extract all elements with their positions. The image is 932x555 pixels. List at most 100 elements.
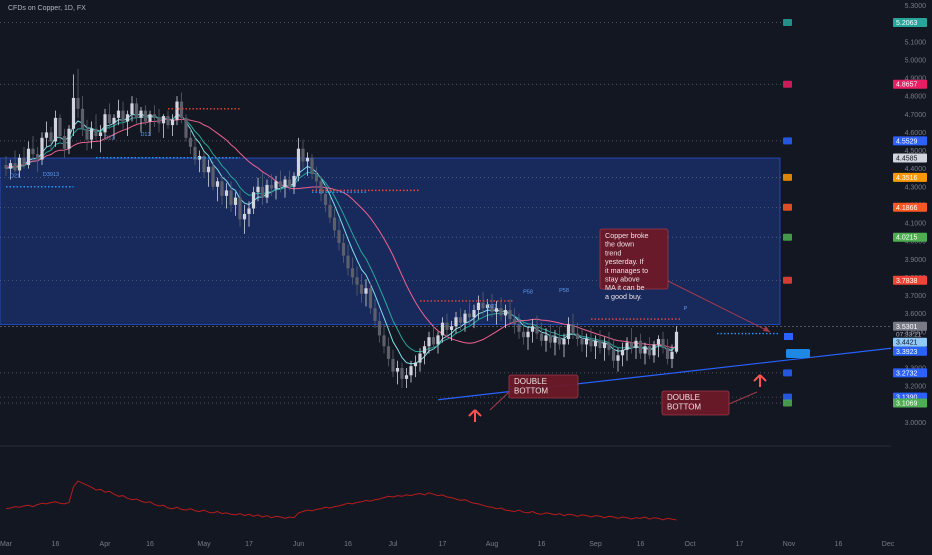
x-tick-label: Apr <box>100 541 112 548</box>
candle-body <box>355 277 359 285</box>
price-level-badge <box>893 275 927 285</box>
annotation-text: Copper broke <box>605 231 649 240</box>
candle-body <box>481 302 485 309</box>
y-tick-label: 4.0000 <box>905 239 927 246</box>
pivot-label: D13 <box>104 136 114 142</box>
price-level-badge <box>893 398 927 408</box>
price-level-badge-label: 4.0215 <box>896 235 918 242</box>
candle-body <box>8 163 13 169</box>
candle-body <box>76 97 80 109</box>
candle-body <box>274 181 278 189</box>
candle-body <box>31 148 35 155</box>
price-level-tag <box>783 369 792 377</box>
candle-body <box>562 339 566 345</box>
price-level-badge-label: 4.1866 <box>896 205 918 212</box>
y-tick-label: 4.1000 <box>905 221 927 228</box>
candle-body <box>557 337 562 345</box>
candle-body <box>364 288 368 294</box>
candle-body <box>283 179 287 187</box>
candle-body <box>670 351 674 359</box>
candle-body <box>67 128 71 149</box>
candle-body <box>89 128 94 140</box>
candle-body <box>17 157 22 171</box>
candle-body <box>341 242 346 256</box>
candle-body <box>409 366 413 376</box>
candle-body <box>584 339 589 345</box>
price-level-badge-label: 5.2063 <box>896 20 918 27</box>
candle-body <box>521 331 526 338</box>
candle-body <box>580 339 584 345</box>
candle-body <box>287 179 292 187</box>
x-tick-label: 16 <box>637 541 645 548</box>
x-tick-label: May <box>197 541 211 548</box>
candle-body <box>134 103 139 118</box>
candle-body <box>260 186 265 198</box>
price-level-badge <box>893 79 927 89</box>
candle-body <box>22 157 26 165</box>
x-tick-label: Oct <box>685 541 696 548</box>
candle-body <box>661 339 665 349</box>
candle-body <box>611 349 616 361</box>
candle-body <box>625 342 629 350</box>
candle-body <box>278 181 283 187</box>
callout-line <box>728 391 758 405</box>
candle-body <box>485 304 490 309</box>
y-tick-label: 3.0000 <box>905 420 927 427</box>
candle-body <box>368 288 373 309</box>
candle-body <box>152 114 157 118</box>
x-tick-label: 16 <box>835 541 843 548</box>
price-level-tag <box>783 233 792 241</box>
y-tick-label: 5.3000 <box>905 3 927 10</box>
candle-body <box>94 128 98 136</box>
callout-arrowhead <box>763 326 770 332</box>
candle-body <box>449 326 454 330</box>
x-tick-label: 16 <box>344 541 352 548</box>
y-tick-label: 5.0000 <box>905 57 927 64</box>
candle-body <box>647 346 652 356</box>
candle-body <box>305 157 310 162</box>
candle-body <box>224 190 229 196</box>
volatility-line <box>5 480 677 521</box>
candle-body <box>391 358 395 372</box>
candle-body <box>643 346 647 354</box>
candle-body <box>328 204 332 218</box>
candle-body <box>26 148 31 165</box>
candle-body <box>494 308 499 312</box>
symbol-title: CFDs on Copper, 1D, FX <box>8 5 86 12</box>
x-tick-label: 16 <box>538 541 546 548</box>
price-axis-background <box>891 0 932 550</box>
candle-body <box>544 335 548 341</box>
candle-body <box>377 320 382 336</box>
candle-body <box>530 326 535 332</box>
x-tick-label: Jul <box>389 541 398 548</box>
candle-body <box>157 117 161 124</box>
candle-body <box>53 117 58 142</box>
candle-body <box>413 362 418 367</box>
candle-body <box>323 194 328 205</box>
candle-body <box>395 368 400 372</box>
pivot-label: P58 <box>559 288 569 294</box>
callout-line <box>489 391 510 411</box>
candle-body <box>638 340 643 354</box>
price-level-tag <box>783 80 792 88</box>
price-level-badge <box>893 232 927 242</box>
candle-body <box>553 337 557 343</box>
x-tick-label: Mar <box>0 541 13 548</box>
y-tick-label: 5.1000 <box>905 39 927 46</box>
candle-body <box>242 213 247 220</box>
candle-body <box>382 335 386 347</box>
candle-body <box>71 97 76 129</box>
price-level-badge <box>893 17 927 27</box>
candle-body <box>314 174 319 182</box>
candle-body <box>229 190 233 205</box>
candle-body <box>508 310 512 320</box>
candle-body <box>571 324 575 334</box>
candle-body <box>440 322 445 336</box>
candle-body <box>112 117 116 124</box>
candle-body <box>310 157 314 175</box>
candle-body <box>116 110 121 118</box>
annotation-text: yesterday. If <box>605 257 644 266</box>
candle-body <box>85 128 89 140</box>
